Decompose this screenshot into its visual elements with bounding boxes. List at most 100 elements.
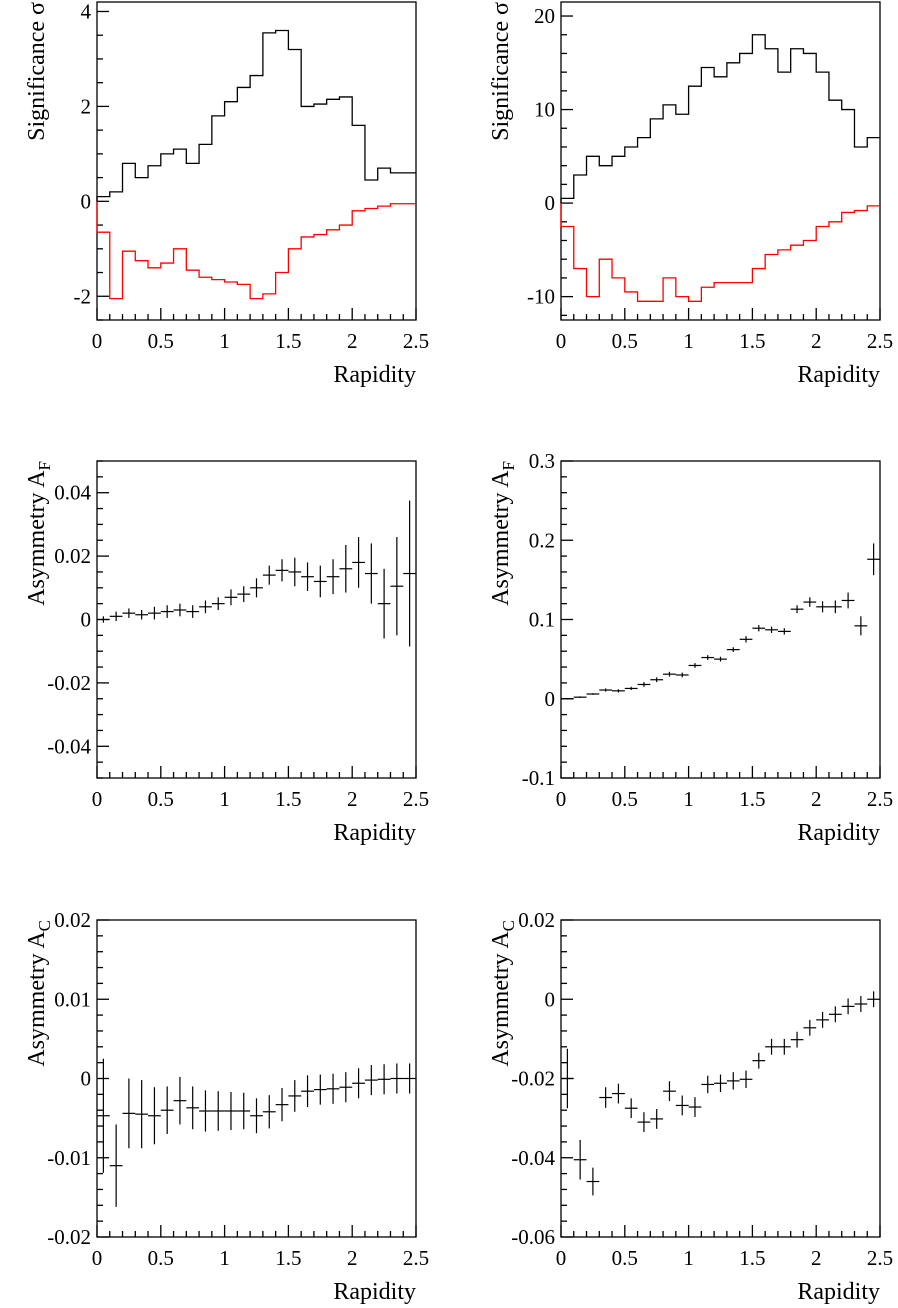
data-point <box>262 565 276 585</box>
x-tick-label: 0.5 <box>148 787 174 811</box>
data-point <box>237 1092 251 1130</box>
x-tick-label: 2 <box>811 787 822 811</box>
data-point <box>816 601 829 613</box>
data-point <box>663 1081 676 1102</box>
data-point <box>352 537 365 588</box>
chart-panel-5: 0 0.5 1 1.5 2 2.5 -0.02 -0.01 0 0.01 0.02 Rapidity A… <box>24 908 429 1305</box>
y-axis-title: Asymmetry AF <box>24 461 54 606</box>
data-point <box>313 565 327 598</box>
data-point <box>377 568 391 639</box>
x-tick-label: 1.5 <box>739 787 765 811</box>
data-point <box>224 589 238 606</box>
y-axis-title: Asymmetry AC <box>24 920 54 1067</box>
data-point <box>828 1006 842 1023</box>
x-tick-label: 2 <box>347 329 358 353</box>
chart-panel-6: 0 0.5 1 1.5 2 2.5 -0.06 -0.04 -0.02 0 0.02 Rapidity… <box>488 908 893 1305</box>
x-tick-label: 1 <box>683 1246 694 1270</box>
histogram-series-1 <box>96 29 416 202</box>
data-point <box>224 1091 238 1131</box>
data-point <box>739 636 753 643</box>
data-point <box>109 1124 123 1207</box>
data-point <box>739 1070 753 1089</box>
y-tick-label: -0.06 <box>511 1225 555 1249</box>
data-point <box>199 600 212 614</box>
x-tick-label: 0 <box>92 329 103 353</box>
data-point <box>688 1097 702 1117</box>
data-point <box>561 697 574 700</box>
data-point <box>854 996 868 1012</box>
y-tick-label: 0.1 <box>529 608 555 632</box>
y-tick-label: 10 <box>534 98 555 122</box>
data-point <box>714 1074 727 1092</box>
histogram-series-1 <box>560 34 880 204</box>
data-point <box>262 1095 276 1129</box>
x-tick-label: 2 <box>811 329 822 353</box>
plot-frame <box>96 1 417 321</box>
data-point <box>637 682 651 687</box>
data-point <box>612 1083 625 1104</box>
y-axis-title-subscript: F <box>499 461 518 470</box>
data-point <box>122 608 136 618</box>
x-tick-label: 0.5 <box>612 1246 638 1270</box>
data-point <box>624 686 638 691</box>
data-point <box>364 543 378 604</box>
y-tick-label: 0 <box>81 1067 92 1091</box>
x-tick-label: 0 <box>556 1246 567 1270</box>
x-tick-label: 0 <box>92 787 103 811</box>
x-tick-label: 2.5 <box>867 1246 893 1270</box>
chart-panel-3: 0 0.5 1 1.5 2 2.5 -0.04 -0.02 0 0.02 0.04 Rapidity A… <box>24 460 429 846</box>
data-point <box>790 605 804 614</box>
y-axis-title-text: Asymmetry A <box>24 470 50 606</box>
x-tick-label: 2.5 <box>867 329 893 353</box>
x-tick-label: 0.5 <box>612 329 638 353</box>
data-point <box>326 559 340 595</box>
y-tick-label: 4 <box>81 0 92 23</box>
data-point <box>777 1038 791 1055</box>
x-tick-label: 0.5 <box>148 1246 174 1270</box>
x-tick-label: 2.5 <box>403 329 429 353</box>
x-tick-label: 0.5 <box>148 329 174 353</box>
data-point <box>726 647 740 652</box>
data-point <box>148 1087 161 1145</box>
data-point <box>97 616 110 623</box>
data-point <box>650 677 664 683</box>
data-point <box>160 605 174 618</box>
y-axis-title: Asymmetry AF <box>488 461 518 606</box>
y-tick-label: 0.02 <box>54 544 91 568</box>
y-axis-title: Significance σ <box>24 2 50 141</box>
y-axis-title-text: Significance σ <box>488 2 514 141</box>
plot-frame <box>560 460 881 779</box>
x-tick-label: 2 <box>347 1246 358 1270</box>
y-tick-label: -0.01 <box>47 1146 91 1170</box>
data-point <box>688 663 702 668</box>
data-point <box>275 1088 289 1122</box>
data-point <box>199 1090 212 1132</box>
data-point <box>714 656 727 662</box>
x-tick-label: 1 <box>683 787 694 811</box>
data-point <box>250 1098 263 1134</box>
y-tick-label: 0 <box>545 191 556 215</box>
y-tick-label: 0.02 <box>518 908 555 932</box>
x-tick-label: 1 <box>219 787 230 811</box>
data-point <box>599 1087 613 1108</box>
data-point <box>326 1073 340 1104</box>
data-point <box>237 586 251 603</box>
y-axis-title-subscript: F <box>35 461 54 470</box>
data-point <box>765 1038 778 1055</box>
data-point <box>390 537 404 636</box>
data-point <box>288 1080 302 1112</box>
plot-frame <box>560 1 881 321</box>
data-point <box>841 998 855 1015</box>
data-point <box>586 1167 600 1196</box>
y-axis-title-text: Asymmetry A <box>488 470 514 606</box>
data-point <box>109 611 123 622</box>
data-point <box>867 991 880 1008</box>
data-point <box>841 592 855 609</box>
x-tick-label: 2 <box>811 1246 822 1270</box>
data-point <box>173 1076 187 1125</box>
data-point <box>854 616 868 636</box>
data-point <box>663 671 676 677</box>
x-tick-label: 0.5 <box>612 787 638 811</box>
